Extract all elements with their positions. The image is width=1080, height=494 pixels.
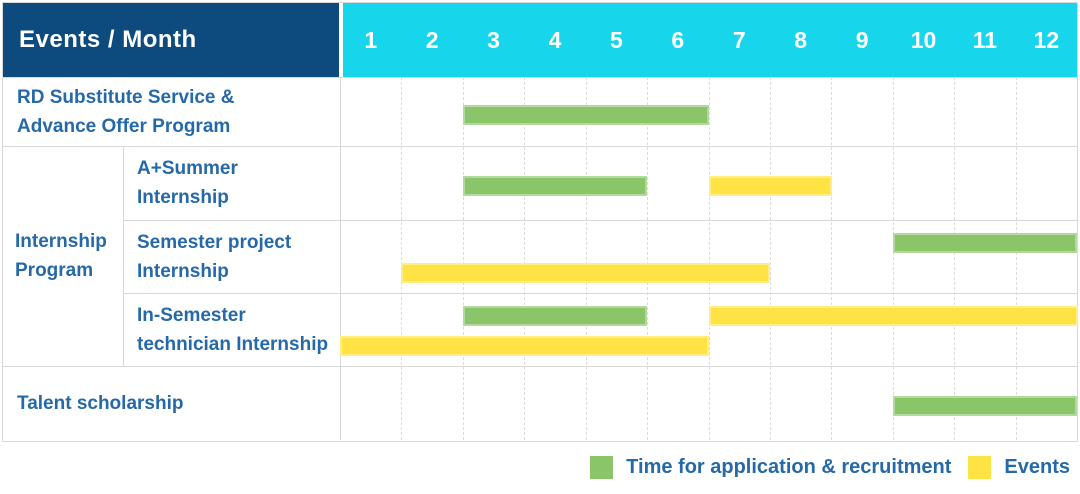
- month-gridline: [770, 77, 771, 440]
- month-gridline: [524, 77, 525, 440]
- month-label-5: 5: [610, 26, 623, 53]
- month-gridline: [1016, 77, 1017, 440]
- header-title-cell: Events / Month: [3, 3, 339, 77]
- month-label-7: 7: [732, 26, 746, 53]
- gantt-bar-recruitment-semester-project-internship: [893, 233, 1077, 253]
- legend-swatch-event: [968, 456, 992, 479]
- row-label-rd-substitute-service: RD Substitute Service & Advance Offer Pro…: [17, 83, 235, 141]
- gantt-bar-event-in-semester-technician-internship: [709, 306, 1078, 326]
- gantt-bar-event-semester-project-internship: [401, 263, 770, 283]
- month-label-6: 6: [671, 26, 685, 53]
- gantt-bar-event-a-plus-summer-internship: [709, 176, 832, 196]
- row-border-line: [3, 77, 1077, 78]
- label-column-border: [340, 77, 341, 440]
- gantt-table: Events / Month 1 2 3 4 5 6 7 8 9 10 11 12 RD Substi…: [2, 2, 1078, 442]
- row-border-line: [123, 220, 1077, 221]
- row-label-rd-substitute-service-line: RD Substitute Service &: [17, 86, 235, 108]
- legend-label-event: Events: [1004, 456, 1070, 478]
- group-label-internship-program-line: Internship: [15, 231, 107, 252]
- row-label-talent-scholarship: Talent scholarship: [17, 389, 183, 418]
- row-label-a-plus-summer-internship: A+Summer Internship: [137, 154, 238, 212]
- group-column-border: [123, 146, 124, 366]
- month-gridline: [709, 77, 710, 440]
- row-label-a-plus-summer-internship-line: Internship: [137, 187, 229, 208]
- row-label-talent-scholarship-line: Talent scholarship: [17, 392, 184, 414]
- gantt-bar-recruitment-talent-scholarship: [893, 396, 1077, 416]
- month-label-2: 2: [425, 26, 439, 53]
- gantt-bar-recruitment-rd-substitute-service: [463, 105, 709, 125]
- row-label-rd-substitute-service-line: Advance Offer Program: [17, 115, 231, 137]
- row-label-semester-project-internship-line: Internship: [137, 260, 229, 282]
- row-label-semester-project-internship: Semester project Internship: [137, 228, 291, 286]
- months-header-background: [343, 3, 1077, 77]
- month-gridline: [893, 77, 894, 440]
- row-label-in-semester-technician-internship-line: technician Internship: [137, 333, 329, 355]
- gantt-bar-recruitment-in-semester-technician-internship: [463, 306, 647, 326]
- month-gridline: [954, 77, 955, 440]
- group-label-internship-program-line: Program: [15, 260, 94, 281]
- row-label-semester-project-internship-line: Semester project: [137, 231, 292, 253]
- month-label-10: 10: [910, 26, 937, 53]
- month-label-8: 8: [794, 26, 808, 53]
- legend: Time for application & recruitment Events: [590, 456, 1070, 479]
- row-label-a-plus-summer-internship-line: A+Summer: [137, 158, 238, 179]
- month-label-1: 1: [364, 26, 378, 53]
- gantt-bar-event-in-semester-technician-internship: [340, 336, 709, 356]
- month-label-12: 12: [1033, 26, 1060, 53]
- month-gridline: [647, 77, 648, 440]
- month-gridline: [401, 77, 402, 440]
- month-label-11: 11: [972, 26, 998, 53]
- legend-item-recruitment: Time for application & recruitment: [590, 456, 951, 479]
- month-gridline: [586, 77, 587, 440]
- row-border-line: [123, 293, 1077, 294]
- month-gridline: [831, 77, 832, 440]
- month-label-3: 3: [487, 26, 500, 53]
- row-label-in-semester-technician-internship-line: In-Semester: [137, 304, 246, 326]
- header-title: Events / Month: [19, 26, 197, 53]
- row-border-line: [3, 146, 1077, 147]
- month-label-4: 4: [548, 26, 562, 53]
- legend-swatch-recruitment: [590, 456, 614, 479]
- month-gridline: [463, 77, 464, 440]
- row-label-in-semester-technician-internship: In-Semester technician Internship: [137, 301, 328, 359]
- legend-item-event: Events: [968, 456, 1070, 479]
- row-border-line: [3, 366, 1077, 367]
- gantt-bar-recruitment-a-plus-summer-internship: [463, 176, 647, 196]
- month-label-9: 9: [855, 26, 869, 53]
- legend-label-recruitment: Time for application & recruitment: [626, 456, 952, 478]
- group-label-internship-program: Internship Program: [15, 227, 107, 285]
- months-header: 1 2 3 4 5 6 7 8 9 10 11 12: [340, 3, 1077, 77]
